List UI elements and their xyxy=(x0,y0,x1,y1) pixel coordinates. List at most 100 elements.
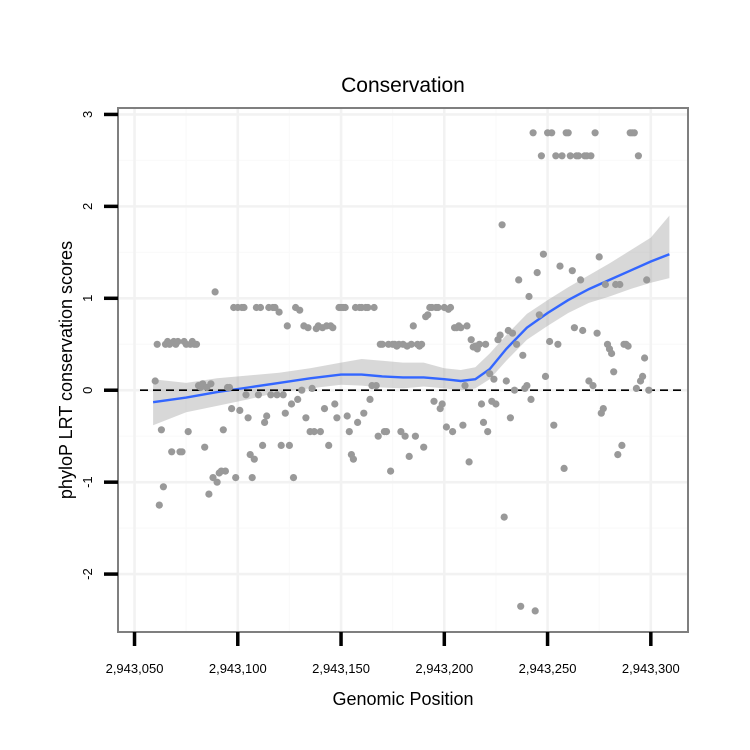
data-point xyxy=(519,351,527,359)
data-point xyxy=(273,391,281,399)
data-point xyxy=(294,395,302,403)
data-point xyxy=(463,322,471,330)
axis-ticks: 2,943,050 2,943,100 2,943,150 2,943,200 2,94… xyxy=(80,111,680,676)
data-point xyxy=(529,129,537,137)
data-point xyxy=(256,303,265,312)
data-point xyxy=(461,382,469,390)
data-point xyxy=(566,152,574,160)
data-point xyxy=(407,340,415,348)
x-tick-label: 2,943,200 xyxy=(415,661,473,676)
data-point xyxy=(378,340,386,348)
smooth-fit xyxy=(152,215,670,426)
data-point xyxy=(577,276,585,284)
data-point xyxy=(298,386,306,394)
data-point xyxy=(275,308,283,316)
data-point xyxy=(554,340,562,348)
data-point xyxy=(568,267,576,275)
data-point xyxy=(477,400,486,408)
data-point xyxy=(372,382,380,390)
data-point xyxy=(411,432,419,440)
data-point xyxy=(517,602,525,610)
data-point xyxy=(354,418,362,426)
data-point xyxy=(552,152,560,160)
data-point xyxy=(475,340,483,348)
data-point xyxy=(585,377,593,385)
data-point xyxy=(366,395,374,403)
data-point xyxy=(533,269,541,277)
x-tick-label: 2,943,150 xyxy=(312,661,370,676)
data-point xyxy=(593,329,601,337)
data-point xyxy=(449,428,457,436)
y-axis-title: phyloP LRT conservation scores xyxy=(56,241,76,499)
data-point xyxy=(618,441,626,449)
data-point xyxy=(401,432,409,440)
data-point xyxy=(184,428,192,436)
y-tick-label: 3 xyxy=(80,111,95,118)
data-point xyxy=(261,418,269,426)
data-point xyxy=(281,409,289,417)
data-point xyxy=(287,400,296,408)
data-point xyxy=(420,443,428,451)
data-point xyxy=(211,288,219,296)
data-point xyxy=(595,253,603,261)
data-point xyxy=(574,152,583,160)
y-tick-label: 1 xyxy=(80,295,95,302)
data-point xyxy=(438,400,446,408)
data-point xyxy=(589,382,597,390)
data-point xyxy=(409,322,417,330)
data-point xyxy=(240,303,248,312)
data-point xyxy=(250,455,258,463)
data-point xyxy=(219,426,227,434)
data-point xyxy=(442,423,450,431)
data-point xyxy=(289,474,298,482)
data-point xyxy=(508,329,517,337)
data-point xyxy=(302,414,310,422)
data-point xyxy=(263,412,271,420)
data-point xyxy=(418,340,426,348)
data-point xyxy=(364,303,372,312)
chart-title: Conservation xyxy=(341,74,465,97)
data-point xyxy=(430,397,438,405)
data-point xyxy=(510,386,519,394)
data-point xyxy=(523,382,531,390)
data-point xyxy=(548,129,556,137)
data-point xyxy=(459,421,467,429)
y-tick-label: 2 xyxy=(80,203,95,210)
data-points xyxy=(151,129,653,615)
data-point xyxy=(296,306,304,314)
data-point xyxy=(608,349,616,358)
data-point xyxy=(457,324,465,332)
data-point xyxy=(285,441,293,449)
data-point xyxy=(482,340,490,348)
data-point xyxy=(546,337,554,346)
data-point xyxy=(304,324,312,332)
data-point xyxy=(537,152,546,160)
data-point xyxy=(277,441,285,449)
data-point xyxy=(570,324,579,332)
plot-panel-border xyxy=(117,107,689,633)
data-point xyxy=(308,384,316,392)
data-point xyxy=(630,129,638,137)
data-point xyxy=(601,280,610,289)
confidence-band xyxy=(153,215,670,426)
data-point xyxy=(271,303,279,312)
data-point xyxy=(213,478,221,486)
data-point xyxy=(246,451,254,459)
data-point xyxy=(333,414,341,422)
data-point xyxy=(564,129,572,137)
data-point xyxy=(539,250,548,258)
data-point xyxy=(151,377,159,385)
data-point xyxy=(645,386,653,394)
x-tick-label: 2,943,100 xyxy=(209,661,267,676)
data-point xyxy=(424,311,432,319)
data-point xyxy=(479,418,488,426)
data-point xyxy=(279,391,287,399)
data-point xyxy=(632,384,641,392)
data-point xyxy=(490,375,498,383)
data-point xyxy=(259,441,267,449)
x-tick-label: 2,943,050 xyxy=(106,661,164,676)
data-point xyxy=(641,354,649,362)
data-point xyxy=(349,455,357,463)
data-point xyxy=(178,448,186,456)
data-point xyxy=(283,322,291,330)
